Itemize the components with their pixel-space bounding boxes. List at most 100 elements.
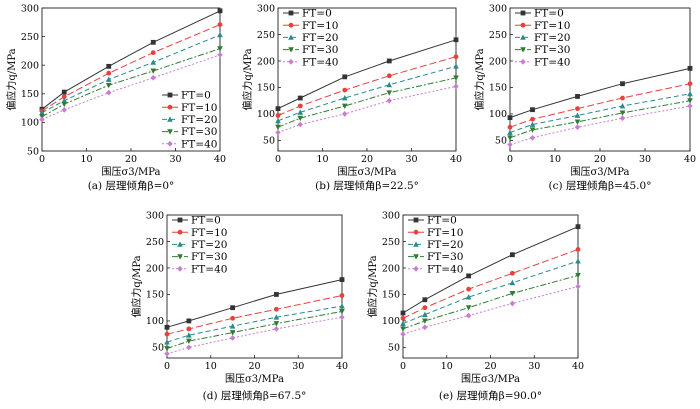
legend-label: FT=30	[427, 251, 463, 263]
data-point	[509, 270, 515, 276]
data-point	[339, 314, 345, 321]
x-tick-label: 0	[507, 154, 513, 165]
y-tick-label: 250	[382, 237, 400, 248]
chart-panel-a: 0 10 20 30 40 50 100 150 200 250 300 围压σ3/MPa 偏应力q/M…	[5, 3, 226, 192]
data-point	[230, 315, 236, 321]
legend-marker	[288, 10, 294, 16]
data-point	[186, 326, 192, 332]
y-tick-label: 50	[152, 343, 164, 354]
legend-marker	[520, 10, 526, 16]
legend-label: FT=10	[302, 20, 338, 32]
y-tick-label: 200	[489, 56, 507, 67]
data-point	[400, 310, 406, 316]
data-point	[687, 103, 693, 109]
data-point	[164, 350, 170, 357]
legend-label: FT=10	[427, 227, 463, 239]
legend-label: FT=10	[191, 227, 227, 239]
data-point	[273, 292, 279, 297]
legend-marker	[413, 241, 419, 247]
data-point	[386, 90, 393, 96]
y-tick-label: 300	[146, 210, 164, 221]
data-point	[465, 305, 472, 311]
x-tick-label: 10	[316, 154, 328, 165]
panel-caption: (e) 层理倾角β=90.0°	[439, 389, 542, 402]
data-point	[150, 50, 156, 56]
data-point	[422, 324, 428, 331]
legend-label: FT=40	[302, 56, 338, 68]
data-point	[105, 82, 112, 89]
data-point	[575, 106, 580, 112]
data-point	[574, 112, 581, 118]
data-point	[465, 294, 472, 300]
data-point	[400, 326, 406, 332]
data-point	[575, 258, 581, 264]
legend-marker	[413, 229, 419, 235]
legend-label: FT=40	[427, 263, 463, 275]
y-tick-label: 100	[146, 316, 164, 327]
legend-marker	[520, 58, 526, 65]
legend-marker	[177, 217, 183, 223]
data-point	[217, 46, 223, 52]
data-point	[619, 102, 626, 109]
data-point	[229, 334, 236, 341]
series-line-ft-40	[509, 105, 691, 146]
x-tick-label: 0	[275, 154, 281, 165]
legend-label: FT=40	[534, 56, 570, 68]
data-point	[150, 68, 157, 74]
data-point	[575, 224, 581, 230]
x-tick-label: 20	[361, 154, 373, 165]
data-point	[297, 121, 303, 128]
data-point	[619, 110, 626, 116]
legend-marker	[167, 140, 173, 147]
series-line-ft-40	[402, 286, 579, 335]
data-point	[341, 103, 348, 109]
legend-marker	[413, 254, 419, 260]
data-point	[297, 103, 303, 109]
y-tick-label: 150	[489, 83, 507, 94]
data-point	[507, 115, 513, 121]
y-tick-label: 250	[146, 237, 164, 248]
data-point	[39, 109, 45, 116]
y-axis-label: 偏应力q/MPa	[473, 48, 486, 110]
data-point	[297, 109, 304, 115]
data-point	[164, 339, 170, 345]
x-axis-label: 围压σ3/MPa	[337, 166, 396, 178]
data-point	[297, 95, 303, 101]
x-axis-label: 围压σ3/MPa	[570, 166, 629, 178]
chart-panel-d: 0 10 20 30 40 50 100 150 200 250 300 围压σ3/MPa 偏应力q/M…	[130, 210, 348, 402]
x-tick-label: 0	[164, 361, 170, 372]
legend-marker	[520, 22, 526, 28]
data-point	[339, 303, 345, 309]
legend-marker	[288, 22, 294, 28]
legend-marker	[520, 47, 526, 53]
x-tick-label: 30	[292, 361, 304, 372]
x-axis-label: 围压σ3/MPa	[461, 373, 520, 385]
data-point	[687, 90, 693, 97]
x-tick-label: 20	[484, 361, 496, 372]
data-point	[509, 252, 515, 258]
data-point	[341, 95, 348, 101]
legend-label: FT=30	[191, 251, 227, 263]
x-tick-label: 30	[639, 154, 651, 165]
x-tick-label: 10	[80, 154, 92, 165]
y-tick-label: 150	[146, 290, 164, 301]
x-tick-label: 20	[594, 154, 606, 165]
legend-label: FT=30	[181, 126, 217, 138]
data-point	[275, 113, 281, 118]
x-tick-label: 30	[169, 154, 181, 165]
series-line-ft-20	[509, 93, 691, 133]
data-point	[509, 300, 516, 307]
panel-caption: (b) 层理倾角β=22.5°	[315, 179, 419, 192]
series-line-ft-10	[166, 295, 343, 335]
data-point	[106, 89, 112, 96]
series-line-ft-20	[402, 260, 579, 325]
data-point	[466, 273, 472, 279]
data-point	[342, 87, 348, 93]
series-line-ft-30	[402, 274, 579, 330]
y-tick-label: 200	[382, 263, 400, 274]
legend-marker	[177, 229, 183, 235]
legend-label: FT=40	[191, 263, 227, 275]
series-line-ft-40	[166, 316, 343, 355]
